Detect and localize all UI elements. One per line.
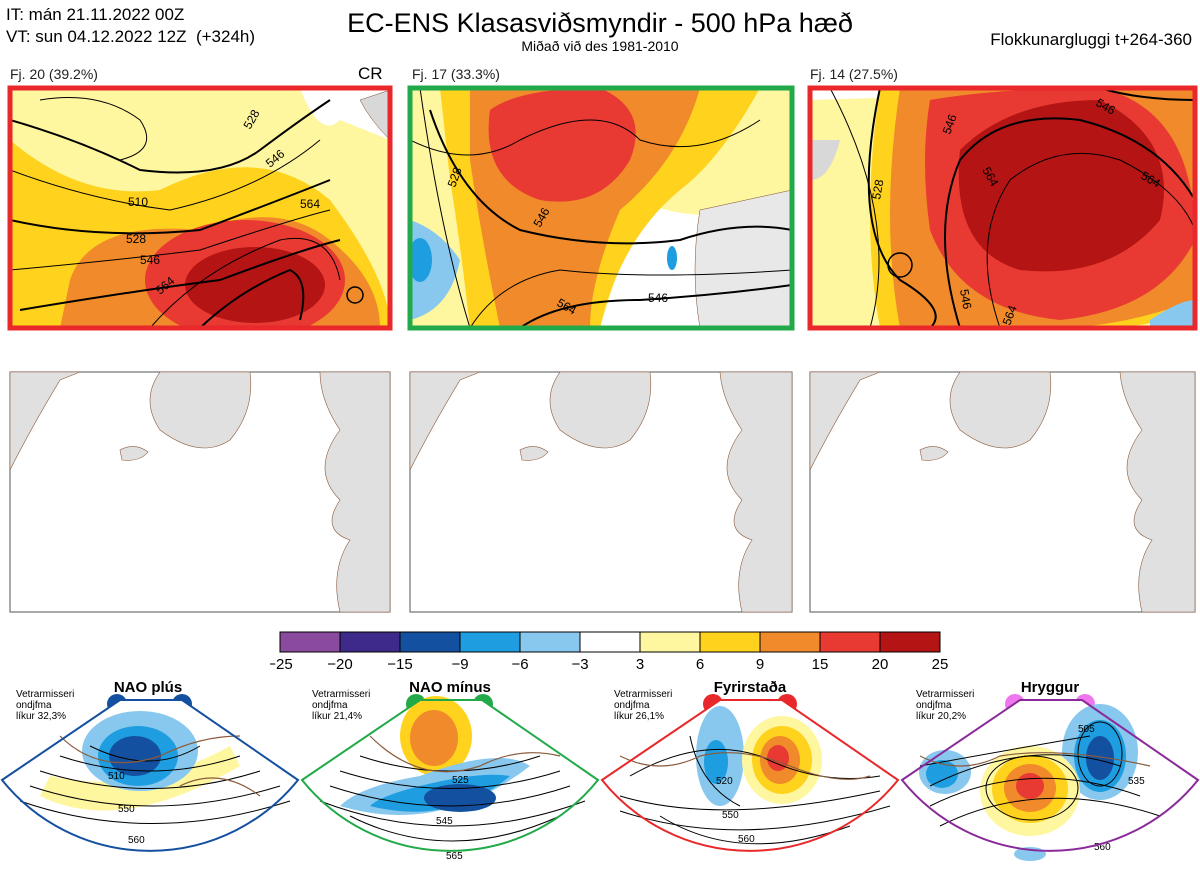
colorbar-tick-label: −3 — [571, 656, 588, 673]
regime-note: ondjfma — [916, 700, 952, 711]
colorbar-swatch — [819, 631, 881, 653]
cluster-3-label: Fj. 14 (27.5%) — [810, 66, 898, 82]
cluster-3-frame — [807, 85, 1198, 331]
valid-time: VT: sun 04.12.2022 12Z (+324h) — [6, 27, 256, 46]
regime-note: líkur 21,4% — [312, 711, 362, 722]
contour-label: 560 — [1094, 842, 1111, 853]
contour-label: 564 — [300, 197, 320, 211]
contour-label: 565 — [446, 851, 463, 862]
contour-label: 550 — [118, 804, 135, 815]
colorbar-swatch — [459, 631, 521, 653]
colorbar-swatch — [339, 631, 401, 653]
regime-nao-minus: NAO mínus Vetrarmisseri ondjfma líkur 21… — [300, 679, 600, 862]
regime-note: ondjfma — [614, 700, 650, 711]
regime-title: NAO plús — [114, 679, 182, 696]
regime-note: líkur 20,2% — [916, 711, 966, 722]
colorbar-swatch — [519, 631, 581, 653]
regime-ridge: Hryggur Vetrarmisseri ondjfma líkur 20,2… — [900, 679, 1200, 861]
contour-label: 528 — [445, 165, 465, 189]
contour-label: 510 — [108, 771, 125, 782]
regime-note: líkur 26,1% — [614, 711, 664, 722]
regime-nao-plus: NAO plús Vetrarmisseri ondjfma líkur 32,… — [0, 679, 300, 852]
cluster-3-map: 546 546 564 564 528 546 564 — [810, 88, 1195, 328]
colorbar-tick-label: −6 — [511, 656, 528, 673]
page-title: EC-ENS Klasasviðsmyndir - 500 hPa hæð — [347, 8, 853, 38]
colorbar-tick-label: −20 — [327, 656, 352, 673]
contour-label: 550 — [722, 810, 739, 821]
colorbar-swatch — [639, 631, 701, 653]
cluster-1-label: Fj. 20 (39.2%) — [10, 66, 98, 82]
cluster-maps: 510 528 546 564 528 546 564 528 546 546 … — [7, 85, 1198, 331]
contour-label: 560 — [128, 835, 145, 846]
cluster-2-label: Fj. 17 (33.3%) — [412, 66, 500, 82]
colorbar-swatch — [699, 631, 761, 653]
regime-blocking: Fyrirstaða Vetrarmisseri ondjfma líkur 2… — [600, 679, 900, 852]
contour-label: 546 — [648, 291, 668, 305]
colorbar-swatch — [579, 631, 641, 653]
page-subtitle: Miðað við des 1981-2010 — [521, 38, 679, 54]
contour-label: 520 — [716, 776, 733, 787]
regime-title: NAO mínus — [409, 679, 491, 696]
contour-label: 545 — [436, 816, 453, 827]
contour-label: 560 — [738, 834, 755, 845]
blank-map-3 — [809, 371, 1196, 613]
colorbar-tick-label: 15 — [812, 656, 829, 673]
colorbar-swatch — [879, 631, 941, 653]
contour-label: 510 — [128, 195, 148, 209]
contour-label: 528 — [869, 178, 886, 200]
colorbar-swatch — [399, 631, 461, 653]
regime-note: Vetrarmisseri — [16, 689, 74, 700]
cluster-2-map: 528 546 546 564 564 — [410, 88, 792, 328]
regime-note: líkur 32,3% — [16, 711, 66, 722]
blank-map-2 — [409, 371, 793, 613]
colorbar-tick-label: 20 — [872, 656, 889, 673]
contour-label: 528 — [126, 232, 146, 246]
regime-note: Vetrarmisseri — [916, 689, 974, 700]
regime-note: ondjfma — [312, 700, 348, 711]
contour-label: 546 — [940, 112, 960, 136]
regime-maps: NAO plús Vetrarmisseri ondjfma líkur 32,… — [0, 679, 1200, 862]
contour-label: 564 — [1000, 303, 1020, 327]
header-info: IT: mán 21.11.2022 00Z VT: sun 04.12.2022… — [6, 4, 255, 48]
regime-note: Vetrarmisseri — [312, 689, 370, 700]
colorbar: −25 −20 −15 −9 −6 −3 3 6 9 15 20 25 — [270, 631, 949, 673]
blank-map-1 — [9, 371, 391, 613]
cluster-window: Flokkunargluggi t+264-360 — [990, 30, 1192, 49]
issue-time: IT: mán 21.11.2022 00Z — [6, 5, 185, 24]
cluster-1-frame — [7, 85, 393, 331]
regime-title: Fyrirstaða — [714, 679, 787, 696]
contour-label: 535 — [1128, 776, 1145, 787]
colorbar-tick-label: −15 — [387, 656, 412, 673]
colorbar-tick-label: −9 — [451, 656, 468, 673]
contour-label: 546 — [140, 253, 160, 267]
contour-label: 525 — [452, 775, 469, 786]
colorbar-swatch — [759, 631, 821, 653]
blank-maps — [9, 371, 1196, 613]
contour-label: 505 — [1078, 724, 1095, 735]
colorbar-tick-label: −25 — [270, 656, 293, 673]
colorbar-tick-label: 6 — [696, 656, 704, 673]
regime-title: Hryggur — [1021, 679, 1080, 696]
colorbar-swatch — [279, 631, 341, 653]
contour-label: 546 — [957, 288, 974, 310]
colorbar-tick-label: 25 — [932, 656, 949, 673]
colorbar-tick-label: 3 — [636, 656, 644, 673]
regime-note: Vetrarmisseri — [614, 689, 672, 700]
cluster-1-badge: CR — [358, 64, 383, 83]
cluster-1-map: 510 528 546 564 528 546 564 — [10, 88, 390, 328]
cluster-2-frame — [407, 85, 795, 331]
colorbar-tick-label: 9 — [756, 656, 764, 673]
regime-note: ondjfma — [16, 700, 52, 711]
